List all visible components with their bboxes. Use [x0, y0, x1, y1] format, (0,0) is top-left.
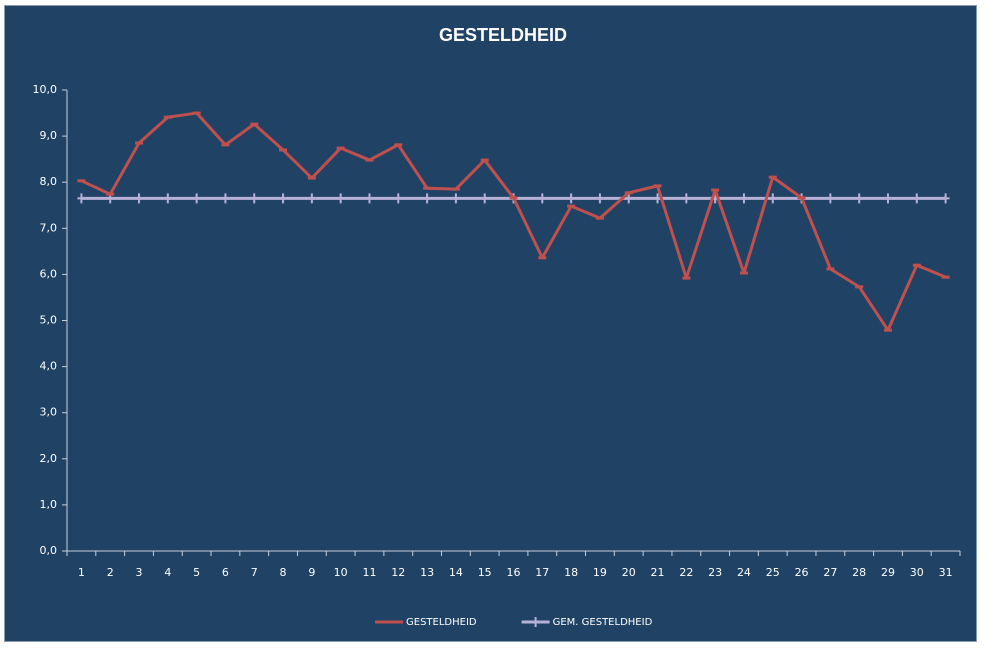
y-tick-label: 2,0 — [40, 452, 58, 465]
x-tick-label: 10 — [334, 566, 348, 579]
marker — [768, 193, 777, 204]
marker — [855, 193, 864, 204]
y-tick-label: 1,0 — [40, 498, 58, 511]
marker — [192, 193, 201, 204]
marker — [739, 193, 748, 204]
marker — [77, 193, 86, 204]
x-tick-label: 9 — [308, 566, 315, 579]
y-tick-label: 0,0 — [40, 544, 58, 557]
x-tick-label: 20 — [622, 566, 636, 579]
marker — [451, 193, 460, 204]
x-tick-label: 23 — [708, 566, 722, 579]
marker — [135, 193, 144, 204]
x-tick-label: 22 — [679, 566, 693, 579]
marker — [595, 193, 604, 204]
x-tick-label: 2 — [107, 566, 114, 579]
marker — [912, 193, 921, 204]
marker — [826, 193, 835, 204]
marker — [394, 193, 403, 204]
marker — [567, 193, 576, 204]
x-tick-label: 7 — [251, 566, 258, 579]
x-tick-label: 28 — [852, 566, 866, 579]
x-tick-label: 16 — [507, 566, 521, 579]
x-tick-label: 4 — [164, 566, 171, 579]
legend-label: GESTELDHEID — [406, 617, 477, 628]
x-tick-label: 3 — [136, 566, 143, 579]
x-tick-label: 29 — [881, 566, 895, 579]
x-tick-label: 15 — [478, 566, 492, 579]
marker — [336, 193, 345, 204]
x-tick-label: 31 — [939, 566, 953, 579]
marker — [624, 193, 633, 204]
x-tick-label: 14 — [449, 566, 463, 579]
x-tick-label: 27 — [823, 566, 837, 579]
y-tick-label: 10,0 — [33, 83, 58, 96]
marker — [365, 193, 374, 204]
y-tick-label: 4,0 — [40, 360, 58, 373]
chart-background — [4, 5, 977, 642]
y-tick-label: 9,0 — [40, 129, 58, 142]
x-tick-label: 26 — [795, 566, 809, 579]
y-tick-label: 7,0 — [40, 221, 58, 234]
x-tick-label: 11 — [362, 566, 376, 579]
x-tick-label: 25 — [766, 566, 780, 579]
marker — [538, 193, 547, 204]
y-tick-label: 3,0 — [40, 406, 58, 419]
marker — [250, 193, 259, 204]
marker — [941, 193, 950, 204]
marker — [883, 193, 892, 204]
marker — [307, 193, 316, 204]
y-tick-label: 8,0 — [40, 175, 58, 188]
x-tick-label: 13 — [420, 566, 434, 579]
x-tick-label: 17 — [535, 566, 549, 579]
x-tick-label: 1 — [78, 566, 85, 579]
x-tick-label: 24 — [737, 566, 751, 579]
marker — [279, 193, 288, 204]
x-tick-label: 5 — [193, 566, 200, 579]
y-tick-label: 5,0 — [40, 314, 58, 327]
x-tick-label: 12 — [391, 566, 405, 579]
marker — [480, 193, 489, 204]
x-tick-label: 21 — [651, 566, 665, 579]
marker — [423, 193, 432, 204]
x-tick-label: 6 — [222, 566, 229, 579]
x-tick-label: 8 — [280, 566, 287, 579]
x-tick-label: 30 — [910, 566, 924, 579]
chart-title: GESTELDHEID — [439, 25, 567, 45]
x-tick-label: 19 — [593, 566, 607, 579]
marker — [682, 193, 691, 204]
marker — [221, 193, 230, 204]
legend-label: GEM. GESTELDHEID — [553, 617, 653, 628]
marker — [163, 193, 172, 204]
y-tick-label: 6,0 — [40, 267, 58, 280]
x-tick-label: 18 — [564, 566, 578, 579]
